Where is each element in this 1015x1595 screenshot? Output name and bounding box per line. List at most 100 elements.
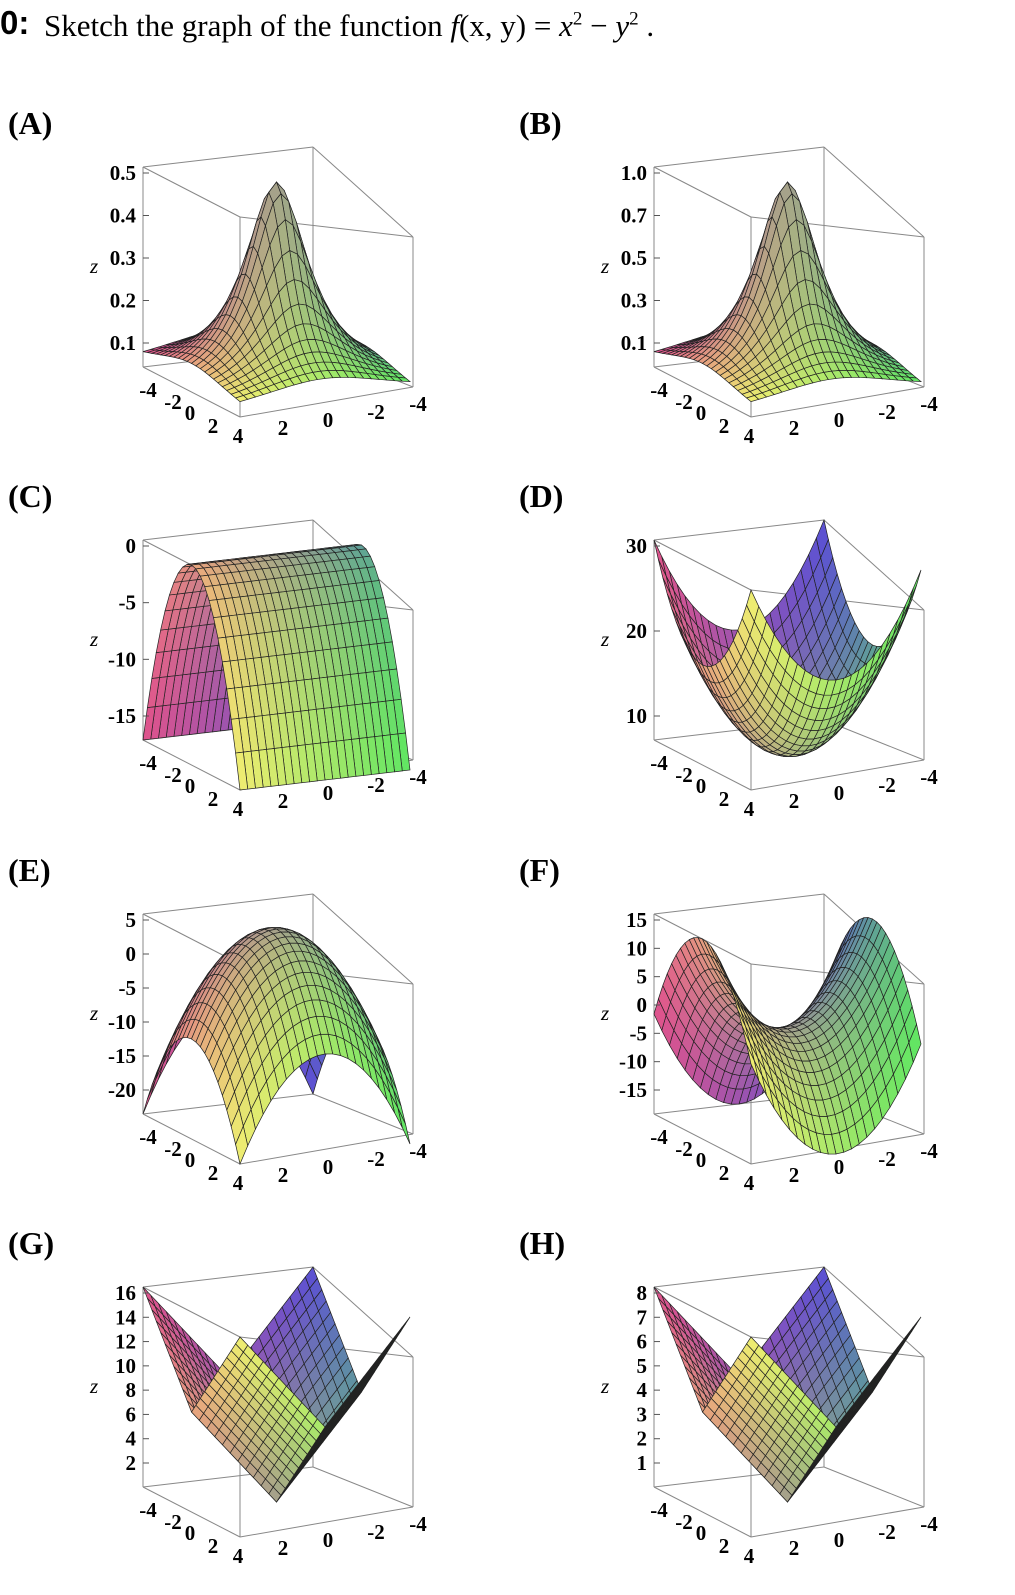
question-prompt: Sketch the graph of the function [44,8,443,43]
z-tick-label: 8 [126,1378,137,1402]
axis-tick-label: 2 [789,789,800,813]
function-args: (x, y) [459,8,526,43]
z-tick-label: 5 [637,1354,648,1378]
axis-tick-label: 2 [789,1536,800,1560]
z-axis-label: z [89,1001,98,1025]
z-axis-label: z [600,254,609,278]
axis-tick-label: -2 [675,1510,693,1534]
axis-tick-label: 4 [233,424,244,448]
z-tick-label: 0.4 [110,204,137,228]
z-tick-label: 0 [637,993,648,1017]
axis-tick-label: -2 [367,400,385,424]
function-name: f [450,8,459,43]
axis-tick-label: -2 [675,763,693,787]
question-number: 0: [0,4,29,42]
axis-tick-label: -2 [367,773,385,797]
z-tick-label: -5 [119,976,137,1000]
axis-tick-label: 0 [185,401,196,425]
box-edge [313,1467,413,1507]
axis-tick-label: 0 [834,1155,845,1179]
box-edge [654,147,824,167]
z-tick-label: 1 [637,1451,648,1475]
axis-tick-label: 4 [233,1171,244,1195]
axis-tick-label: -4 [139,378,157,402]
surface-patch [151,1064,163,1096]
z-tick-label: 0.5 [621,246,647,270]
axis-tick-label: -4 [650,751,668,775]
period: . [639,8,655,43]
axis-tick-label: 0 [323,1155,334,1179]
axis-tick-label: -4 [650,1125,668,1149]
axis-tick-label: 4 [233,797,244,821]
z-tick-label: 8 [637,1281,648,1305]
axis-tick-label: 0 [696,1521,707,1545]
surface-patch [398,1108,410,1144]
z-tick-label: 10 [115,1354,136,1378]
axis-tick-label: -4 [409,765,427,789]
axis-tick-label: 2 [719,1161,730,1185]
box-edge [143,167,240,217]
z-tick-label: 1.0 [621,161,647,185]
z-axis-label: z [89,627,98,651]
axis-tick-label: 2 [719,787,730,811]
axis-tick-label: 4 [233,1544,244,1568]
axis-tick-label: 0 [834,1528,845,1552]
axis-tick-label: 2 [789,1163,800,1187]
equals-sign: = [526,8,559,43]
z-tick-label: 4 [637,1378,648,1402]
axis-tick-label: 0 [185,1148,196,1172]
z-axis-label: z [89,254,98,278]
exponent-x: 2 [573,9,583,30]
z-tick-label: 0.1 [621,331,647,355]
axis-tick-label: 0 [834,781,845,805]
surface [654,182,921,402]
question-text: Sketch the graph of the function f(x, y)… [44,8,654,44]
z-tick-label: 10 [626,704,647,728]
axis-tick-label: -2 [675,390,693,414]
box-edge [654,520,824,540]
axis-tick-label: -2 [164,763,182,787]
z-tick-label: -10 [108,1010,136,1034]
axis-tick-label: -4 [650,1498,668,1522]
z-tick-label: 14 [115,1305,137,1329]
z-axis-label: z [89,1374,98,1398]
z-tick-label: 20 [626,619,647,643]
axis-tick-label: -2 [878,400,896,424]
axis-tick-label: 2 [208,1534,219,1558]
axis-tick-label: 2 [789,416,800,440]
axis-tick-label: -4 [409,1512,427,1536]
axis-tick-label: -4 [139,751,157,775]
axis-tick-label: -2 [878,1147,896,1171]
axis-tick-label: 2 [719,1534,730,1558]
axis-tick-label: -2 [675,1137,693,1161]
axis-tick-label: 4 [744,797,755,821]
z-tick-label: 3 [637,1402,648,1426]
z-tick-label: -15 [108,704,136,728]
axis-tick-label: 0 [323,781,334,805]
box-edge [824,1467,924,1507]
z-tick-label: 0.3 [621,289,647,313]
axis-tick-label: 4 [744,424,755,448]
z-tick-label: 16 [115,1281,136,1305]
axis-tick-label: -4 [139,1125,157,1149]
z-tick-label: 0.2 [110,289,136,313]
axis-tick-label: 2 [208,414,219,438]
axis-tick-label: 2 [278,789,289,813]
box-edge [654,894,824,914]
axis-tick-label: -4 [920,1512,938,1536]
axis-tick-label: -4 [409,392,427,416]
box-edge [824,147,924,237]
